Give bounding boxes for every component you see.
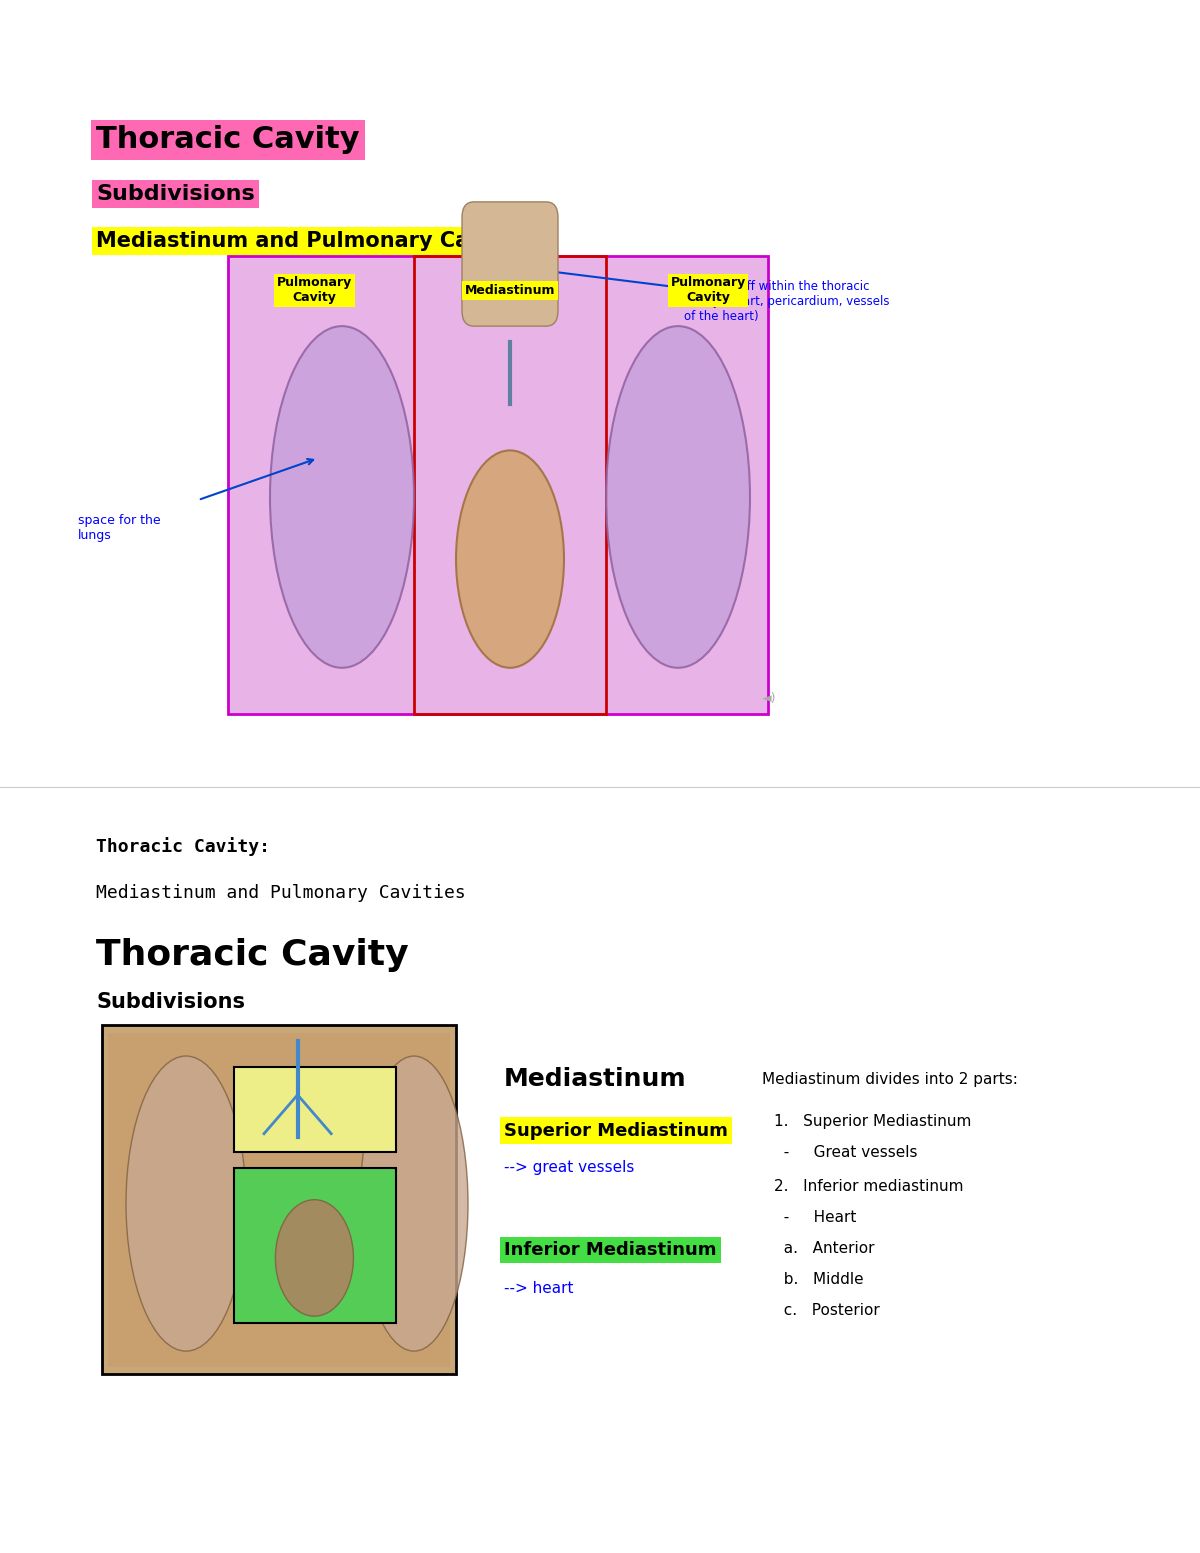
FancyBboxPatch shape xyxy=(234,1067,396,1152)
Text: Mediastinum: Mediastinum xyxy=(464,284,556,297)
Text: Mediastinum and Pulmonary Cavities: Mediastinum and Pulmonary Cavities xyxy=(96,231,534,250)
Ellipse shape xyxy=(276,1199,354,1317)
Text: Thoracic Cavity:: Thoracic Cavity: xyxy=(96,837,270,856)
Text: space for the
lungs: space for the lungs xyxy=(78,514,161,542)
Ellipse shape xyxy=(360,1056,468,1351)
Text: a.   Anterior: a. Anterior xyxy=(774,1241,875,1256)
Text: b.   Middle: b. Middle xyxy=(774,1272,864,1287)
Text: 2.   Inferior mediastinum: 2. Inferior mediastinum xyxy=(774,1179,964,1194)
Ellipse shape xyxy=(126,1056,246,1351)
Text: --> great vessels: --> great vessels xyxy=(504,1160,635,1176)
Ellipse shape xyxy=(270,326,414,668)
Text: Thoracic Cavity: Thoracic Cavity xyxy=(96,126,360,154)
FancyBboxPatch shape xyxy=(108,1033,450,1367)
Text: -     Great vessels: - Great vessels xyxy=(774,1145,918,1160)
Text: Mediastinum: Mediastinum xyxy=(504,1067,686,1092)
Text: ◄): ◄) xyxy=(762,693,776,705)
Ellipse shape xyxy=(606,326,750,668)
Text: Subdivisions: Subdivisions xyxy=(96,992,245,1011)
Ellipse shape xyxy=(456,450,564,668)
Text: Mediastinum and Pulmonary Cavities: Mediastinum and Pulmonary Cavities xyxy=(96,884,466,902)
Text: middle stuff within the thoracic
cavity (heart, pericardium, vessels
of the hear: middle stuff within the thoracic cavity … xyxy=(684,280,889,323)
Text: Superior Mediastinum: Superior Mediastinum xyxy=(504,1121,728,1140)
Text: c.   Posterior: c. Posterior xyxy=(774,1303,880,1318)
Text: --> heart: --> heart xyxy=(504,1281,574,1297)
Text: Thoracic Cavity: Thoracic Cavity xyxy=(96,938,409,972)
Text: 1.   Superior Mediastinum: 1. Superior Mediastinum xyxy=(774,1114,971,1129)
FancyBboxPatch shape xyxy=(102,1025,456,1374)
FancyBboxPatch shape xyxy=(462,202,558,326)
Text: Pulmonary
Cavity: Pulmonary Cavity xyxy=(277,276,352,304)
Text: Mediastinum divides into 2 parts:: Mediastinum divides into 2 parts: xyxy=(762,1072,1018,1087)
Text: Subdivisions: Subdivisions xyxy=(96,185,254,203)
Text: -     Heart: - Heart xyxy=(774,1210,857,1225)
Text: Pulmonary
Cavity: Pulmonary Cavity xyxy=(671,276,745,304)
FancyBboxPatch shape xyxy=(228,256,768,714)
Text: Inferior Mediastinum: Inferior Mediastinum xyxy=(504,1241,716,1259)
FancyBboxPatch shape xyxy=(234,1168,396,1323)
